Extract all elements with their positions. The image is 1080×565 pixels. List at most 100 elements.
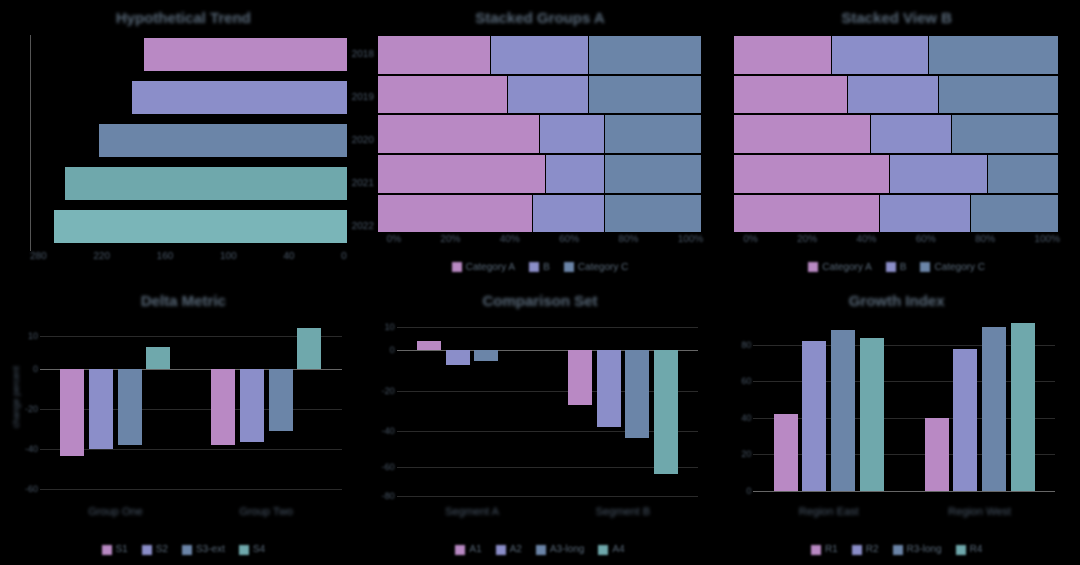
- group-label: Segment B: [596, 506, 650, 518]
- legend-swatch: [102, 545, 112, 555]
- x-tick-label: 80%: [618, 234, 638, 256]
- vbar: [597, 350, 621, 427]
- y-tick-label: -40: [25, 444, 38, 454]
- hbar-row: 2021: [31, 164, 347, 203]
- y-tick-label: 20: [741, 449, 751, 459]
- panel-title: Hypothetical Trend: [20, 10, 347, 27]
- legend-swatch: [239, 545, 249, 555]
- x-tick-label: 100%: [1034, 234, 1060, 256]
- legend-label: S4: [253, 544, 265, 555]
- panel-title: Comparison Set: [377, 293, 704, 310]
- panel-delta-metric: Delta Metric change percent 100-20-40-60…: [20, 293, 347, 556]
- stack-seg: [832, 36, 929, 74]
- stack-seg: [533, 195, 604, 233]
- y-tick-label: 10: [28, 331, 38, 341]
- stack-seg: [734, 195, 880, 233]
- vbar-area: 100-20-40-60 Group OneGroup Two: [40, 318, 342, 501]
- stack-seg: [546, 155, 604, 193]
- stack-seg: [929, 36, 1059, 74]
- legend-label: R2: [866, 544, 879, 555]
- stackbar-row: [377, 194, 704, 234]
- chart-area: 0%20%40%60%80%100%: [733, 35, 1060, 256]
- legend: Category ABCategory C: [733, 262, 1060, 273]
- legend-swatch: [496, 545, 506, 555]
- x-tick-label: 20%: [440, 234, 460, 256]
- vbar: [240, 369, 264, 442]
- stackbar-row: [733, 194, 1060, 234]
- x-tick-label: 60%: [559, 234, 579, 256]
- hbar-label: 2019: [352, 92, 374, 103]
- vbar-group: Group Two: [209, 318, 324, 501]
- vbar: [568, 350, 592, 405]
- legend: R1 R2 R3-long R4: [733, 544, 1060, 555]
- stack-seg: [880, 195, 971, 233]
- stack-seg: [491, 36, 588, 74]
- legend-label: Category A: [822, 262, 871, 273]
- stack-seg: [890, 155, 987, 193]
- vbar-area: 806040200 Region EastRegion West: [753, 318, 1055, 501]
- hbar-row: 2022: [31, 207, 347, 246]
- x-tick-label: 220: [93, 251, 110, 273]
- legend-item: S1: [102, 544, 128, 555]
- y-tick-label: 0: [390, 345, 395, 355]
- y-ticks: 100-20-40-60: [20, 318, 38, 501]
- x-tick-label: 280: [30, 251, 47, 273]
- legend-swatch: [920, 262, 930, 272]
- legend-swatch: [598, 545, 608, 555]
- legend-label: A2: [510, 544, 522, 555]
- legend-label: R1: [825, 544, 838, 555]
- y-ticks: 100-20-40-60-80: [377, 318, 395, 501]
- stackbar-row: [733, 75, 1060, 115]
- panel-title: Stacked Groups A: [377, 10, 704, 27]
- chart-area: 806040200 Region EastRegion West: [733, 318, 1060, 539]
- y-tick-label: 0: [33, 364, 38, 374]
- legend-item: R1: [811, 544, 838, 555]
- hbar: [132, 81, 346, 114]
- vbar: [297, 328, 321, 368]
- legend-label: R4: [970, 544, 983, 555]
- legend-label: B: [900, 262, 907, 273]
- y-tick-label: -20: [382, 386, 395, 396]
- stackbar-row: [733, 35, 1060, 75]
- legend-label: S1: [116, 544, 128, 555]
- stack-seg: [378, 115, 540, 153]
- legend-label: S3-ext: [196, 544, 225, 555]
- legend-swatch: [452, 262, 462, 272]
- y-tick-label: -60: [382, 462, 395, 472]
- legend-label: S2: [156, 544, 168, 555]
- stack-seg: [971, 195, 1059, 233]
- legend-item: R3-long: [893, 544, 942, 555]
- legend: A1A2A3-longA4: [377, 544, 704, 555]
- x-tick-label: 60%: [916, 234, 936, 256]
- stack-seg: [589, 76, 703, 114]
- hbar-row: 2018: [31, 35, 347, 74]
- panel-stacked-b: Stacked View B 0%20%40%60%80%100% Catego…: [733, 10, 1060, 273]
- legend: S1 S2 S3-ext S4: [20, 544, 347, 555]
- panel-growth-index: Growth Index 806040200 Region EastRegion…: [733, 293, 1060, 556]
- x-tick-label: 0%: [743, 234, 757, 256]
- vbar: [831, 330, 855, 491]
- vbar: [89, 369, 113, 449]
- chart-area: 0%20%40%60%80%100%: [377, 35, 704, 256]
- stack-seg: [605, 155, 702, 193]
- y-tick-label: 60: [741, 376, 751, 386]
- legend-item: A1: [455, 544, 481, 555]
- vbar: [269, 369, 293, 431]
- stack-seg: [734, 155, 890, 193]
- legend-item: A4: [598, 544, 624, 555]
- x-tick-label: 160: [157, 251, 174, 273]
- vbar-group: Region East: [771, 318, 886, 501]
- vbar: [860, 338, 884, 491]
- vbar: [654, 350, 678, 474]
- vbar: [60, 369, 84, 457]
- stack-seg: [939, 76, 1059, 114]
- legend-swatch: [808, 262, 818, 272]
- vbar-group: Segment B: [566, 318, 681, 501]
- legend-item: Category A: [452, 262, 515, 273]
- stack-seg: [508, 76, 589, 114]
- stack-seg: [871, 115, 952, 153]
- chart-area: change percent 100-20-40-60 Group OneGro…: [20, 318, 347, 539]
- stack-seg: [848, 76, 939, 114]
- hbar: [65, 167, 347, 200]
- hbar: [99, 124, 347, 157]
